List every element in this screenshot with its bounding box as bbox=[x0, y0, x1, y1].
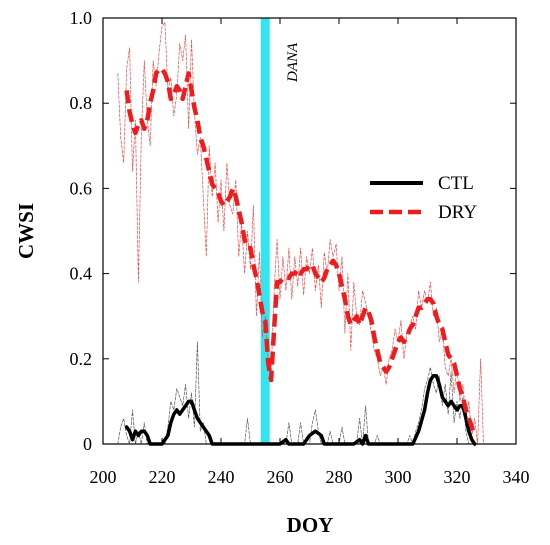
legend: CTL DRY bbox=[370, 173, 477, 223]
y-tick-label: 0.2 bbox=[70, 349, 93, 369]
x-tick-label: 320 bbox=[444, 467, 471, 487]
y-tick-label: 0.4 bbox=[70, 264, 93, 284]
x-tick-label: 240 bbox=[208, 467, 235, 487]
legend-label-ctl: CTL bbox=[438, 173, 474, 194]
x-tick-label: 300 bbox=[385, 467, 412, 487]
y-tick-label: 0 bbox=[83, 434, 92, 454]
x-axis-title: DOY bbox=[287, 513, 334, 537]
x-tick-label: 340 bbox=[503, 467, 530, 487]
y-axis-title: CWSI bbox=[14, 203, 38, 259]
x-tick-label: 200 bbox=[90, 467, 117, 487]
y-tick-label: 1.0 bbox=[70, 8, 93, 28]
y-tick-label: 0.6 bbox=[70, 178, 93, 198]
x-tick-label: 280 bbox=[326, 467, 353, 487]
tick-layer: 200 220 240 260 280 300 320 340 0 0.2 0.4 0.6 0.8 1.0 bbox=[70, 8, 530, 487]
series-line-3-daily bbox=[117, 21, 484, 445]
series-line-1-smoothed bbox=[124, 66, 477, 437]
x-tick-label: 260 bbox=[267, 467, 294, 487]
x-tick-label: 220 bbox=[149, 467, 176, 487]
series-layer bbox=[117, 21, 484, 446]
legend-label-dry: DRY bbox=[438, 202, 477, 223]
plot-frame bbox=[102, 17, 517, 445]
annotation-label: DANA bbox=[285, 42, 301, 83]
series-line-0-smoothed bbox=[124, 374, 477, 446]
y-tick-label: 0.8 bbox=[70, 93, 93, 113]
